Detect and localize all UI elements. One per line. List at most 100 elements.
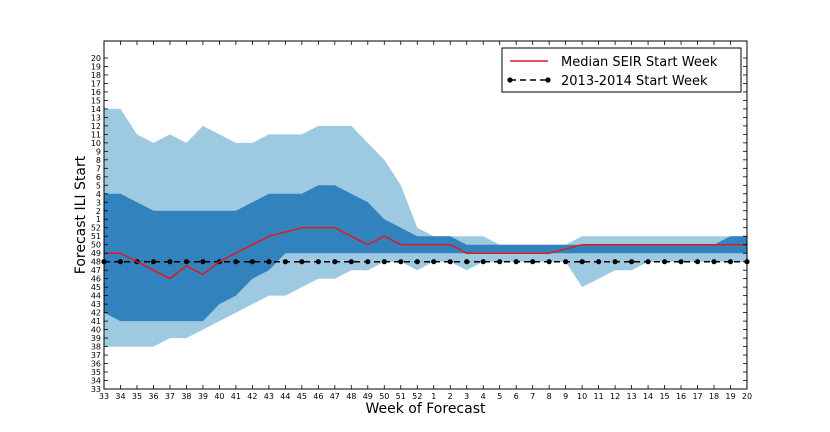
- legend-start-point: [507, 77, 513, 83]
- start-week-point: [694, 259, 701, 265]
- start-week-point: [249, 259, 255, 265]
- start-week-point: [480, 259, 486, 265]
- y-tick-label: 45: [91, 283, 101, 292]
- x-tick-label: 16: [676, 392, 686, 401]
- y-tick-label: 12: [91, 122, 101, 131]
- x-tick-label: 5: [497, 392, 502, 401]
- start-week-point: [464, 259, 470, 265]
- plot-area: [101, 40, 750, 390]
- start-week-point: [579, 259, 585, 265]
- start-week-point: [596, 259, 602, 265]
- x-tick-label: 40: [214, 392, 224, 401]
- x-tick-label: 12: [610, 392, 620, 401]
- y-tick-label: 44: [91, 292, 101, 301]
- y-tick-label: 14: [91, 105, 101, 114]
- x-tick-label: 2: [448, 392, 453, 401]
- x-tick-label: 15: [659, 392, 669, 401]
- y-tick-label: 46: [91, 275, 101, 284]
- y-tick-label: 33: [91, 385, 101, 394]
- y-tick-label: 35: [91, 368, 101, 377]
- x-tick-label: 33: [99, 392, 109, 401]
- x-tick-label: 43: [264, 392, 274, 401]
- start-week-point: [414, 259, 420, 265]
- start-week-point: [332, 259, 338, 265]
- y-tick-label: 7: [96, 164, 101, 173]
- x-axis-title: Week of Forecast: [366, 401, 487, 417]
- start-week-point: [727, 259, 734, 265]
- start-week-point: [530, 259, 536, 265]
- x-tick-label: 45: [297, 392, 307, 401]
- y-tick-label: 2: [96, 207, 101, 216]
- start-week-point: [365, 259, 371, 265]
- y-tick-label: 43: [91, 300, 101, 309]
- start-week-point: [431, 259, 437, 265]
- y-tick-label: 8: [96, 156, 101, 165]
- legend-start-label: 2013-2014 Start Week: [561, 74, 708, 89]
- y-tick-label: 5: [96, 181, 101, 190]
- start-week-point: [200, 259, 206, 265]
- x-tick-label: 9: [563, 392, 568, 401]
- y-tick-label: 13: [91, 113, 101, 122]
- x-tick-label: 14: [643, 392, 653, 401]
- start-week-point: [266, 259, 272, 265]
- start-week-point: [563, 259, 569, 265]
- start-week-point: [711, 259, 717, 265]
- legend-box: [501, 47, 742, 93]
- start-week-point: [447, 259, 453, 265]
- y-tick-label: 10: [91, 139, 101, 148]
- x-tick-label: 50: [379, 392, 389, 401]
- y-tick-label: 40: [91, 326, 101, 335]
- median-line: [104, 226, 747, 280]
- start-week-point: [678, 259, 684, 265]
- x-tick-label: 47: [330, 392, 340, 401]
- y-tick-label: 18: [91, 71, 101, 80]
- plot-frame: [103, 40, 748, 390]
- x-tick-label: 34: [115, 392, 125, 401]
- start-week-point: [381, 259, 387, 265]
- x-tick-label: 7: [530, 392, 535, 401]
- x-tick-label: 20: [742, 392, 752, 401]
- y-tick-label: 15: [91, 96, 101, 105]
- start-week-point: [299, 259, 305, 265]
- start-week-point: [315, 259, 321, 265]
- inner-interval-band: [104, 185, 747, 322]
- x-tick-label: 41: [231, 392, 241, 401]
- x-tick-label: 36: [148, 392, 158, 401]
- y-tick-label: 3: [96, 198, 101, 207]
- x-tick-label: 48: [346, 392, 356, 401]
- start-week-point: [233, 259, 239, 265]
- x-tick-label: 18: [709, 392, 719, 401]
- y-axis-title: Forecast ILI Start: [73, 155, 89, 274]
- legend: Median SEIR Start Week 2013-2014 Start W…: [501, 47, 742, 93]
- start-week-point: [497, 259, 503, 265]
- start-week-point: [546, 259, 552, 265]
- y-tick-label: 49: [91, 249, 101, 258]
- x-tick-label: 42: [247, 392, 257, 401]
- start-week-point: [348, 259, 354, 265]
- x-tick-label: 8: [547, 392, 552, 401]
- x-tick-label: 35: [132, 392, 142, 401]
- x-tick-label: 11: [594, 392, 604, 401]
- x-tick-label: 46: [313, 392, 323, 401]
- x-tick-label: 13: [626, 392, 636, 401]
- start-week-point: [513, 259, 519, 265]
- x-tick-label: 1: [431, 392, 436, 401]
- y-tick-label: 19: [91, 62, 101, 71]
- x-tick-label: 38: [181, 392, 191, 401]
- y-tick-label: 17: [91, 79, 101, 88]
- x-tick-label: 51: [396, 392, 406, 401]
- start-week-point: [183, 259, 190, 265]
- y-tick-label: 38: [91, 343, 101, 352]
- legend-median-label: Median SEIR Start Week: [561, 55, 718, 70]
- start-week-point: [398, 259, 404, 265]
- start-week-point: [167, 259, 173, 265]
- y-tick-label: 11: [91, 130, 101, 139]
- y-tick-label: 48: [91, 258, 101, 267]
- start-week-point: [612, 259, 618, 265]
- y-tick-label: 20: [91, 54, 101, 63]
- y-tick-label: 52: [91, 224, 101, 233]
- y-tick-label: 42: [91, 309, 101, 318]
- legend-start-markers: [507, 77, 551, 83]
- y-tick-label: 6: [96, 173, 101, 182]
